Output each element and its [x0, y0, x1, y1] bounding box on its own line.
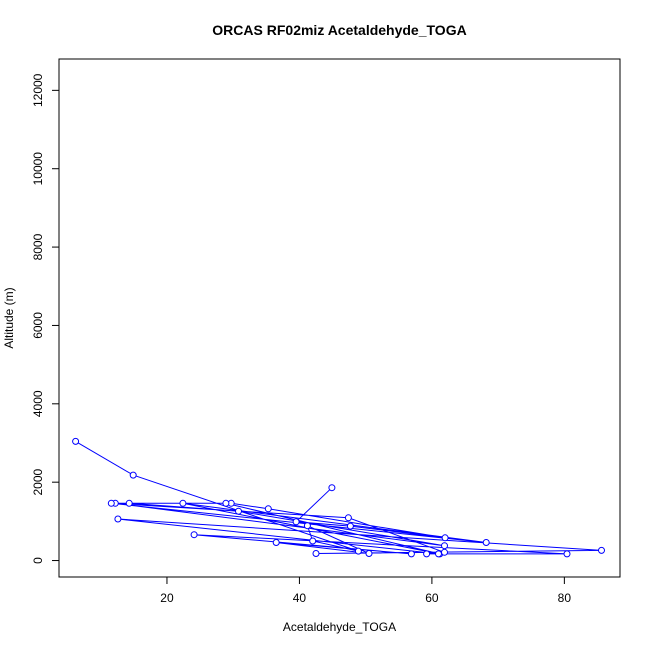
data-point-29	[354, 547, 362, 555]
data-point-22	[563, 550, 571, 558]
data-point-27	[303, 522, 311, 530]
data-point-8	[235, 507, 242, 515]
x-tick-label-20: 20	[160, 591, 174, 605]
data-point-4	[264, 505, 272, 513]
y-tick-label-10000: 10000	[31, 152, 45, 186]
data-points	[72, 437, 605, 558]
data-point-20	[435, 550, 442, 558]
data-point-2	[346, 522, 354, 530]
data-point-21	[423, 550, 431, 558]
data-point-31	[72, 437, 80, 445]
data-point-14	[107, 499, 115, 507]
y-axis: 0 2000 4000 6000 8000 10000 12000	[31, 73, 60, 564]
data-point-13	[482, 539, 490, 546]
y-tick-label-6000: 6000	[31, 312, 45, 339]
data-point-16	[441, 548, 448, 556]
y-axis-label: Altitude (m)	[2, 287, 16, 348]
x-tick-label-40: 40	[293, 591, 307, 605]
data-point-15	[344, 514, 352, 522]
data-point-19	[114, 515, 122, 523]
data-point-3	[441, 534, 449, 542]
x-tick-label-60: 60	[425, 591, 439, 605]
data-point-0	[328, 484, 336, 492]
x-axis-label: Acetaldehyde_TOGA	[283, 620, 396, 634]
chart-title: ORCAS RF02miz Acetaldehyde_TOGA	[212, 22, 466, 38]
data-point-26	[365, 550, 373, 557]
data-point-1	[292, 518, 300, 526]
y-tick-label-8000: 8000	[31, 233, 45, 260]
data-point-28	[309, 537, 317, 545]
x-axis: 20 40 60 80	[160, 576, 572, 605]
data-point-12	[179, 499, 187, 507]
data-point-24	[407, 550, 415, 558]
data-point-23	[190, 531, 198, 539]
data-point-17	[312, 550, 320, 557]
data-point-18	[598, 546, 605, 554]
y-tick-label-12000: 12000	[31, 73, 45, 107]
plot-area	[72, 437, 605, 558]
x-tick-label-80: 80	[558, 591, 572, 605]
data-point-30	[129, 471, 137, 479]
y-tick-label-0: 0	[31, 557, 45, 564]
data-point-9	[125, 499, 133, 507]
data-point-25	[272, 539, 280, 546]
data-point-7	[441, 542, 448, 550]
data-point-10	[222, 499, 230, 507]
y-tick-label-2000: 2000	[31, 469, 45, 496]
y-tick-label-4000: 4000	[31, 390, 45, 417]
series-line	[75, 440, 602, 555]
